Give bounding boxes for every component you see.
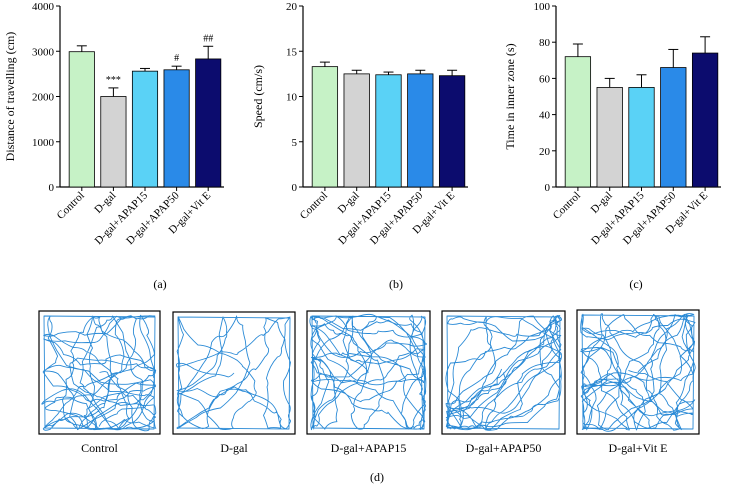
y-tick-label: 80	[539, 37, 551, 49]
x-tick-label: Control	[551, 190, 583, 222]
movement-track	[309, 313, 427, 431]
track-label: Control	[81, 441, 118, 455]
track-panels: Control D-gal D-gal+APAP15 D-gal+APAP50 D-ga…	[38, 309, 700, 484]
y-tick-label: 15	[286, 46, 298, 58]
significance-label: #	[174, 53, 179, 64]
y-tick-label: 1000	[32, 137, 55, 149]
panel-label-d: (d)	[370, 470, 384, 484]
bar	[195, 58, 222, 188]
y-axis-title: Speed (cm/s)	[251, 65, 265, 128]
x-tick-label: Control	[298, 190, 330, 222]
bar	[163, 69, 190, 188]
track-panel-3: D-gal+APAP15	[306, 310, 431, 455]
y-tick-label: 60	[539, 73, 551, 85]
chart-panel-3: 0 20 40 60 80 100 Time in inner zone (s) Contro…	[503, 1, 721, 291]
track-label: D-gal+APAP15	[331, 441, 407, 455]
y-axis-title: Time in inner zone (s)	[503, 43, 517, 149]
bar	[628, 87, 655, 188]
x-tick-label: D-gal	[336, 190, 362, 216]
y-tick-label: 100	[534, 1, 551, 13]
movement-track	[176, 315, 292, 430]
movement-track	[41, 314, 157, 432]
movement-track	[445, 315, 563, 431]
bar	[564, 56, 592, 188]
significance-label: ##	[203, 33, 213, 44]
track-label: D-gal+APAP50	[466, 441, 542, 455]
y-tick-label: 10	[286, 92, 298, 104]
panel-label: (b)	[389, 277, 403, 291]
bar	[68, 51, 95, 188]
track-label: D-gal+Vit E	[608, 441, 667, 455]
y-tick-label: 20	[286, 1, 298, 13]
track-label: D-gal	[220, 441, 248, 455]
bar	[407, 73, 434, 188]
bar	[375, 74, 402, 188]
track-panel-2: D-gal	[172, 311, 296, 455]
panel-label: (a)	[153, 277, 166, 291]
y-tick-label: 0	[292, 182, 298, 194]
bar	[660, 67, 687, 188]
y-tick-label: 3000	[32, 46, 55, 58]
y-tick-label: 5	[292, 137, 298, 149]
movement-track	[580, 313, 696, 432]
panel-label: (c)	[629, 277, 642, 291]
significance-label: ***	[106, 75, 121, 86]
bar	[311, 66, 339, 188]
y-tick-label: 4000	[32, 1, 55, 13]
y-tick-label: 2000	[32, 92, 55, 104]
y-tick-label: 0	[545, 182, 551, 194]
bar	[438, 75, 466, 188]
track-panel-1: Control	[38, 310, 161, 455]
y-tick-label: 0	[49, 182, 55, 194]
bar	[691, 52, 719, 188]
x-tick-label: D-gal	[92, 190, 118, 216]
arena-border	[576, 309, 700, 435]
bar	[343, 73, 370, 188]
y-tick-label: 40	[539, 110, 551, 122]
bar	[131, 70, 159, 188]
bar	[596, 87, 623, 188]
track-panel-5: D-gal+Vit E	[576, 309, 700, 455]
chart-panel-1: 0 1000 2000 3000 4000 Distance of travelling …	[3, 1, 224, 291]
y-tick-label: 20	[539, 146, 551, 158]
y-axis-title: Distance of travelling (cm)	[3, 32, 17, 162]
x-tick-label: D-gal	[589, 190, 615, 216]
bar	[100, 96, 127, 188]
track-panel-4: D-gal+APAP50	[441, 310, 566, 455]
x-tick-label: Control	[55, 190, 87, 222]
